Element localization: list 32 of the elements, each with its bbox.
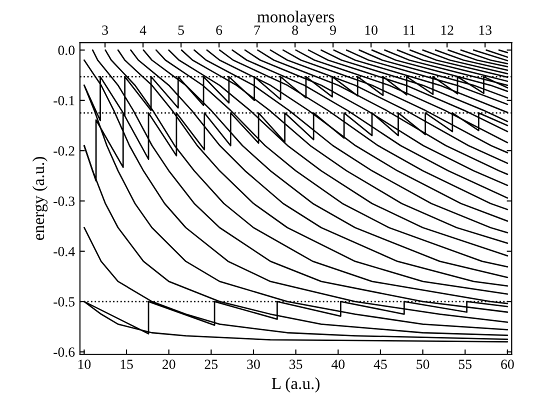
x2-tick-label: 7 <box>254 26 260 35</box>
x-tick-label: 40 <box>331 360 345 370</box>
x-tick-label: 45 <box>374 360 387 370</box>
y-tick-label: -0.5 <box>54 297 75 307</box>
x-tick-label: 60 <box>501 360 514 370</box>
y-axis-title: energy (a.u.) <box>32 156 48 240</box>
x-tick-label: 20 <box>162 360 176 370</box>
y-tick-label: -0.6 <box>54 347 75 357</box>
y-tick-label: -0.1 <box>54 96 74 106</box>
x2-tick-label: 9 <box>330 26 336 35</box>
x-tick-label: 50 <box>416 360 430 370</box>
x2-tick-label: 8 <box>292 25 298 35</box>
x-tick-label: 35 <box>290 360 302 370</box>
x2-tick-label: 10 <box>365 25 378 35</box>
y-tick-label: -0.3 <box>54 196 75 206</box>
x2-tick-label: 11 <box>404 26 415 35</box>
y-tick-label: -0.4 <box>54 246 75 256</box>
x2-tick-label: 12 <box>441 26 454 35</box>
x2-tick-label: 13 <box>479 26 492 35</box>
x-tick-label: 55 <box>458 360 472 370</box>
x2-tick-label: 6 <box>216 26 222 35</box>
x-tick-label: 10 <box>78 360 91 370</box>
x2-tick-label: 4 <box>140 26 146 35</box>
x-tick-label: 30 <box>247 360 260 370</box>
y-tick-label: 0.0 <box>58 46 75 56</box>
x2-axis-title: monolayers <box>257 10 334 26</box>
x2-tick-label: 5 <box>178 26 184 35</box>
x-tick-label: 25 <box>204 360 218 370</box>
y-tick-label: -0.2 <box>54 146 74 156</box>
x-tick-label: 15 <box>120 360 133 370</box>
x-axis-title: L (a.u.) <box>272 377 320 392</box>
x2-tick-label: 3 <box>102 26 108 35</box>
